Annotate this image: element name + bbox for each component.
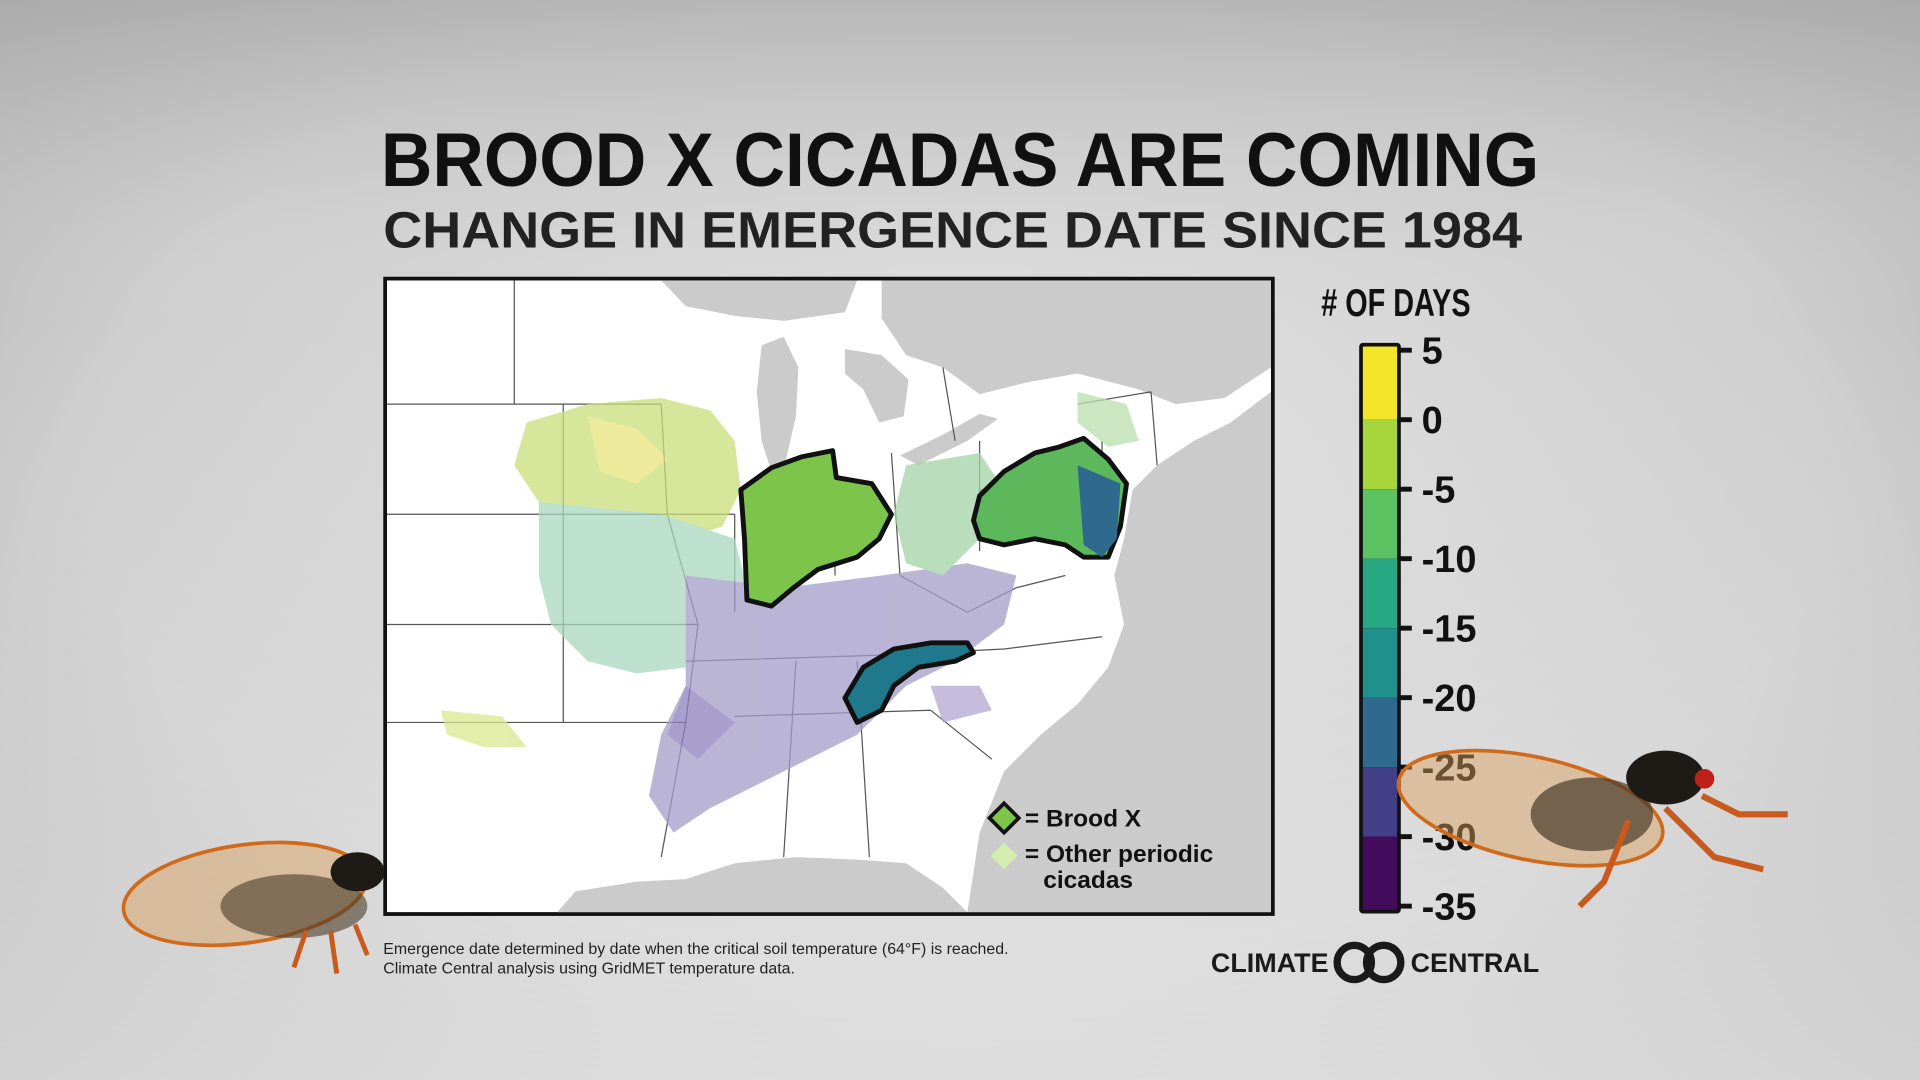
colorbar-title: # OF DAYS xyxy=(1321,282,1470,325)
canada xyxy=(881,280,1272,405)
colorbar-tick-label: -5 xyxy=(1422,470,1456,512)
colorbar-tick-label: 0 xyxy=(1422,400,1443,442)
legend-swatch-brood-x xyxy=(986,800,1022,836)
logo-mark xyxy=(1362,941,1405,984)
gulf xyxy=(557,857,968,913)
brood-x-regions xyxy=(738,435,1129,725)
colorbar-tick-label: -10 xyxy=(1422,539,1477,581)
colorbar-bin xyxy=(1362,419,1398,490)
lake-michigan xyxy=(756,336,799,472)
legend-label: cicadas xyxy=(1043,867,1133,894)
lake-erie xyxy=(900,413,998,466)
other-cicada-patches xyxy=(440,391,1139,833)
colorbar-bin xyxy=(1362,767,1398,837)
colorbar-bin xyxy=(1362,489,1398,559)
footnote: Climate Central analysis using GridMET t… xyxy=(383,960,795,977)
colorbar-tick-label: 5 xyxy=(1422,331,1443,373)
colorbar-bin xyxy=(1362,836,1398,910)
atlantic xyxy=(967,391,1272,913)
map: = Brood X = Other periodic cicadas xyxy=(383,276,1275,916)
legend-label: = Brood X xyxy=(1025,806,1142,833)
footnote: Emergence date determined by date when t… xyxy=(383,941,1008,958)
colorbar-bin xyxy=(1362,697,1398,768)
legend-label: = Other periodic xyxy=(1025,841,1213,868)
title: BROOD X CICADAS ARE COMING xyxy=(381,118,1539,203)
colorbar-tick-label: -15 xyxy=(1422,609,1477,651)
logo: CLIMATE CENTRAL xyxy=(1211,941,1540,984)
legend-swatch-other xyxy=(990,842,1018,870)
colorbar-bin xyxy=(1362,628,1398,698)
logo-text: CLIMATE xyxy=(1211,948,1329,978)
subtitle: CHANGE IN EMERGENCE DATE SINCE 1984 xyxy=(383,200,1522,258)
colorbar-tick-label: -35 xyxy=(1422,887,1477,929)
cicada-left xyxy=(121,840,385,974)
colorbar: # OF DAYS 50-5-10-15-20-25-30-35 xyxy=(1321,282,1476,929)
logo-mark xyxy=(1333,941,1376,984)
colorbar-bin xyxy=(1362,346,1398,420)
logo-text: CENTRAL xyxy=(1411,948,1540,978)
colorbar-tick-label: -20 xyxy=(1422,678,1477,720)
colorbar-bin xyxy=(1362,558,1398,629)
lake-huron xyxy=(844,348,909,423)
lake-superior xyxy=(661,280,858,321)
cicada-right xyxy=(1396,748,1788,909)
